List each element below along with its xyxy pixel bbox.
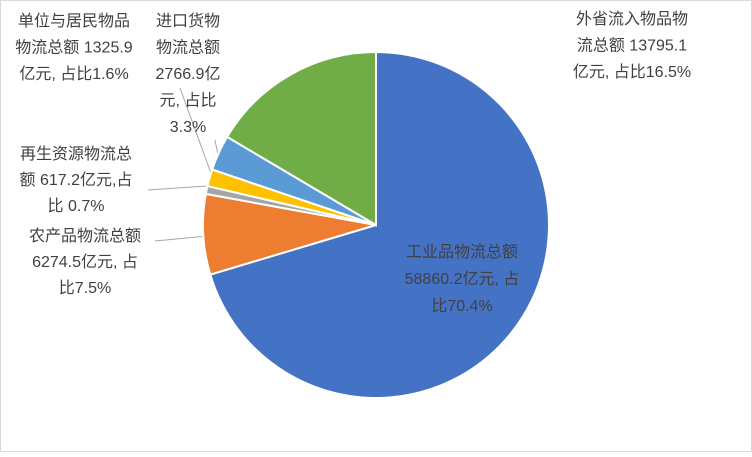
leader-line: [214, 139, 219, 156]
data-label: 比 0.7%: [48, 197, 105, 215]
data-label: 2766.9亿: [156, 65, 221, 83]
data-label: 流总额 13795.1: [577, 37, 687, 55]
data-label: 比70.4%: [431, 297, 492, 315]
data-label: 亿元, 占比16.5%: [573, 63, 691, 81]
data-label: 比7.5%: [59, 279, 111, 297]
data-label: 6274.5亿元, 占: [32, 253, 138, 271]
pie-slice: [225, 50, 377, 227]
data-label: 物流总额: [156, 39, 220, 57]
data-label: 元, 占比: [160, 92, 217, 110]
data-label: 进口货物: [156, 12, 220, 30]
data-label: 物流总额 1325.9: [15, 39, 132, 57]
leader-line: [154, 235, 209, 242]
data-label: 亿元, 占比1.6%: [19, 65, 128, 83]
data-label: 单位与居民物品: [18, 12, 130, 30]
data-label: 3.3%: [170, 119, 206, 136]
data-label: 农产品物流总额: [29, 227, 141, 245]
data-label: 外省流入物品物: [576, 10, 688, 28]
data-label: 58860.2亿元, 占: [405, 270, 520, 288]
data-label: 工业品物流总额: [406, 243, 518, 261]
leader-line: [179, 87, 213, 177]
pie-slice: [209, 50, 550, 399]
data-label: 再生资源物流总: [20, 145, 132, 163]
data-label: 额 617.2亿元,占: [20, 171, 133, 189]
leader-line: [147, 185, 208, 191]
